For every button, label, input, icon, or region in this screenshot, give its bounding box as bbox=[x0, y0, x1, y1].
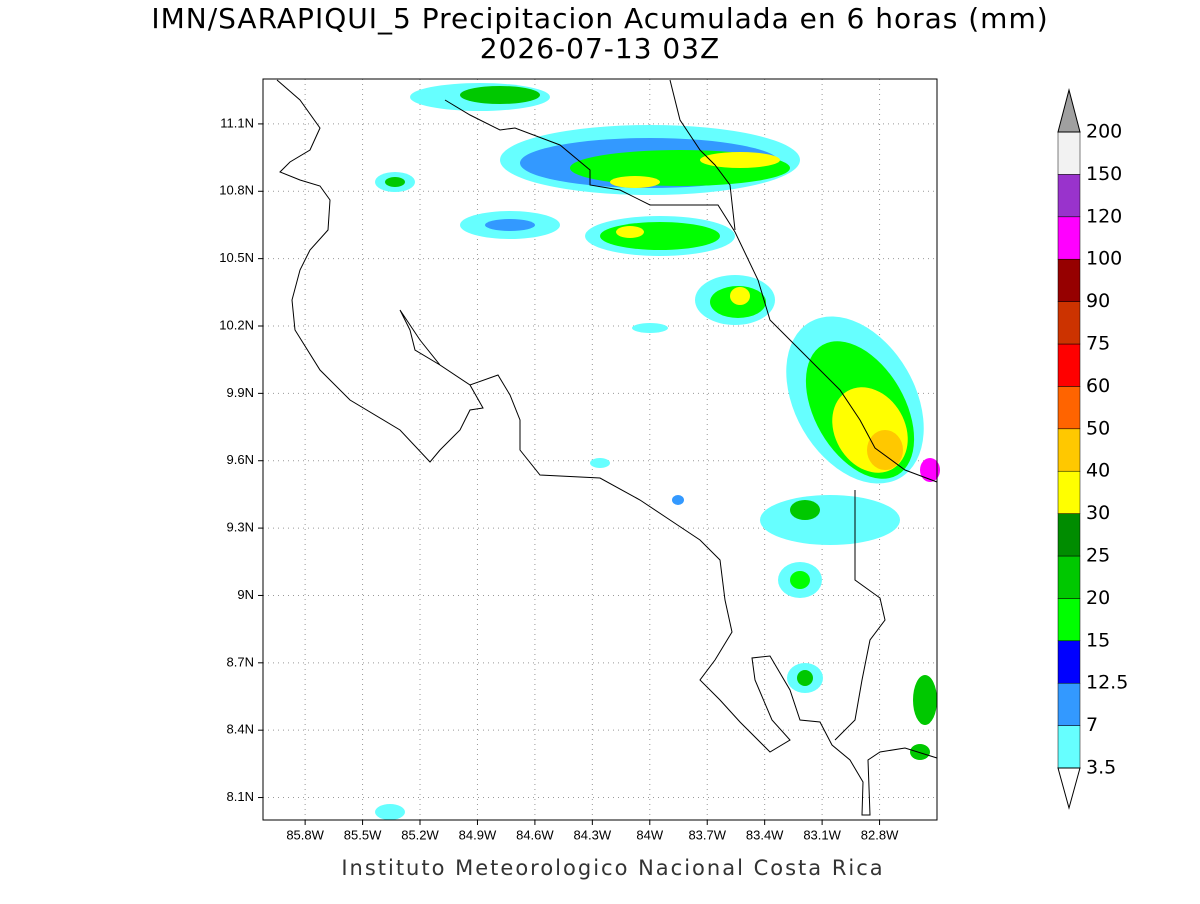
x-tick-label: 85.2W bbox=[401, 827, 439, 842]
legend-swatch bbox=[1057, 343, 1081, 387]
border bbox=[444, 99, 938, 483]
legend-swatch bbox=[1057, 682, 1081, 726]
precip-area bbox=[730, 287, 750, 305]
legend-label: 40 bbox=[1086, 460, 1110, 482]
x-tick-label: 84.9W bbox=[459, 827, 497, 842]
legend-label: 150 bbox=[1086, 163, 1122, 185]
x-tick-label: 84W bbox=[636, 827, 663, 842]
footer: Instituto Meteorologico Nacional Costa R… bbox=[341, 856, 884, 880]
legend-label: 200 bbox=[1086, 121, 1122, 143]
precip-area bbox=[590, 458, 610, 468]
legend-label: 3.5 bbox=[1086, 757, 1116, 779]
coastline bbox=[276, 79, 938, 816]
precip-area bbox=[616, 226, 644, 238]
legend-label: 100 bbox=[1086, 248, 1122, 270]
legend-swatch bbox=[1057, 725, 1081, 769]
legend-label: 12.5 bbox=[1086, 672, 1128, 694]
legend-label: 75 bbox=[1086, 333, 1110, 355]
legend-label: 20 bbox=[1086, 587, 1110, 609]
legend-label: 7 bbox=[1086, 714, 1098, 736]
legend-label: 90 bbox=[1086, 290, 1110, 312]
precip-area bbox=[460, 86, 540, 104]
precip-area bbox=[672, 495, 684, 505]
legend-swatch bbox=[1057, 174, 1081, 218]
legend-label: 60 bbox=[1086, 375, 1110, 397]
y-tick-label: 10.2N bbox=[219, 317, 254, 332]
y-tick-label: 10.5N bbox=[219, 250, 254, 265]
precip-area bbox=[797, 670, 813, 686]
precip-area bbox=[610, 176, 660, 188]
precip-area bbox=[385, 177, 405, 187]
x-tick-label: 83.7W bbox=[688, 827, 726, 842]
legend-swatch bbox=[1057, 470, 1081, 514]
precip-area bbox=[790, 500, 820, 520]
border bbox=[669, 79, 736, 231]
x-tick-label: 82.8W bbox=[861, 827, 899, 842]
title: IMN/SARAPIQUI_5 Precipitacion Acumulada … bbox=[151, 2, 1048, 35]
legend-swatch bbox=[1057, 216, 1081, 260]
legend-swatch bbox=[1057, 386, 1081, 430]
legend-swatch bbox=[1057, 258, 1081, 302]
legend-swatch bbox=[1057, 555, 1081, 599]
x-tick-label: 83.1W bbox=[803, 827, 841, 842]
color-legend: 3.5 7 12.5 15 20 25 30 40 50 60 75 90 100 120 150 200 bbox=[1057, 88, 1128, 810]
legend-swatch bbox=[1057, 131, 1081, 175]
precipitation bbox=[375, 83, 940, 820]
precip-area bbox=[867, 430, 903, 470]
x-tick-label: 85.5W bbox=[344, 827, 382, 842]
legend-label: 15 bbox=[1086, 629, 1110, 651]
y-tick-label: 9.6N bbox=[227, 452, 254, 467]
x-tick-label: 84.6W bbox=[516, 827, 554, 842]
precip-area bbox=[375, 804, 405, 820]
precip-area bbox=[910, 744, 930, 760]
legend-below bbox=[1057, 767, 1081, 810]
y-tick-label: 10.8N bbox=[219, 183, 254, 198]
legend-swatch bbox=[1057, 428, 1081, 472]
y-tick-label: 9.3N bbox=[227, 520, 254, 535]
legend-swatch bbox=[1057, 640, 1081, 684]
plot-frame bbox=[262, 78, 938, 821]
precip-area bbox=[600, 222, 720, 250]
y-tick-label: 11.1N bbox=[220, 115, 254, 130]
precip-area bbox=[632, 323, 668, 333]
x-tick-label: 83.4W bbox=[746, 827, 784, 842]
precip-area bbox=[700, 152, 780, 168]
legend-above bbox=[1057, 88, 1081, 133]
legend-swatch bbox=[1057, 598, 1081, 642]
subtitle: 2026-07-13 03Z bbox=[480, 32, 720, 65]
precip-area bbox=[790, 571, 810, 589]
y-tick-label: 8.4N bbox=[227, 722, 254, 737]
x-tick-label: 85.8W bbox=[286, 827, 324, 842]
legend-label: 50 bbox=[1086, 417, 1110, 439]
map-plot bbox=[262, 78, 940, 821]
legend-swatch bbox=[1057, 301, 1081, 345]
y-tick-label: 9N bbox=[237, 587, 254, 602]
x-tick-label: 84.3W bbox=[574, 827, 612, 842]
legend-label: 25 bbox=[1086, 545, 1110, 567]
legend-swatch bbox=[1057, 513, 1081, 557]
precip-area bbox=[760, 495, 900, 545]
y-tick-label: 9.9N bbox=[227, 385, 254, 400]
legend-label: 120 bbox=[1086, 205, 1122, 227]
y-tick-label: 8.1N bbox=[227, 789, 254, 804]
legend-label: 30 bbox=[1086, 502, 1110, 524]
border bbox=[834, 490, 886, 741]
precip-area bbox=[485, 219, 535, 231]
precip-area bbox=[913, 675, 937, 725]
y-tick-label: 8.7N bbox=[227, 654, 254, 669]
precip-area bbox=[920, 458, 940, 482]
